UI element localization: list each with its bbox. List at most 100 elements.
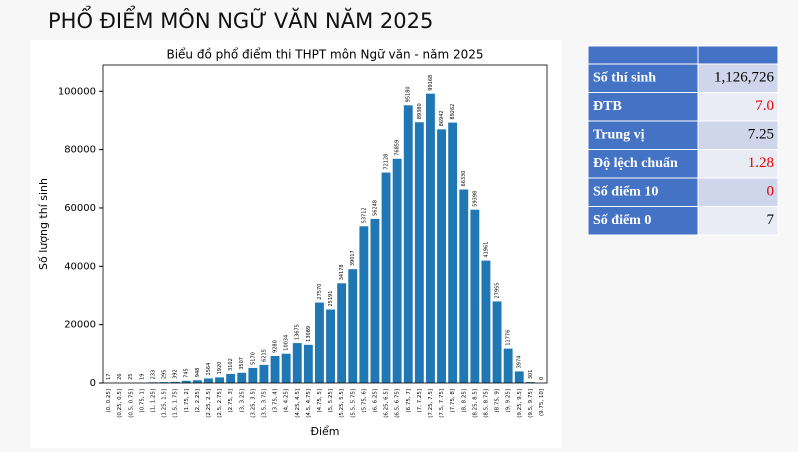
y-tick-label: 20000 [64,320,96,331]
data-label: 19 [139,374,145,380]
data-label: 66330 [461,171,467,187]
x-tick-label: (5, 5.25] [328,389,334,413]
data-label: 295 [162,370,168,380]
bar [348,269,357,383]
bar [482,261,491,383]
data-label: 27955 [495,283,501,299]
data-label: 233 [150,370,156,380]
x-tick-label: (7.75, 8] [450,389,456,413]
x-tick-label: (0.25, 0.5] [117,389,123,418]
data-label: 9280 [273,340,279,353]
x-tick-label: (9.5, 9.75] [528,389,534,418]
x-tick-label: (1.25, 1.5] [162,389,168,418]
table-value: 1.28 [748,155,774,171]
x-tick-label: (4, 4.25] [284,389,290,413]
data-label: 5170 [250,352,256,365]
x-tick-label: (2, 2.25] [195,389,201,413]
bar [404,105,413,383]
table-value: 7.0 [755,98,774,114]
y-tick-label: 60000 [64,203,96,214]
data-label: 745 [184,368,190,378]
data-label: 948 [195,368,201,378]
data-label: 59398 [472,191,478,207]
x-tick-label: (7.25, 7.5] [428,389,434,418]
bar [271,356,280,383]
x-tick-label: (6.75, 7] [406,389,412,413]
data-label: 95180 [406,86,412,102]
table-label: Số điểm 10 [593,184,658,199]
y-axis-label: Số lượng thí sinh [37,178,50,270]
bar [459,189,468,383]
bar [437,129,446,383]
bar [493,301,502,383]
data-label: 11776 [506,330,512,346]
bar [315,303,324,383]
table-header [698,46,778,64]
bar [337,283,346,383]
table-label: Số điểm 0 [593,213,651,228]
data-label: 39017 [350,250,356,266]
data-label: 6215 [261,349,267,362]
data-label: 301 [528,370,534,380]
chart-title: Biểu đồ phổ điểm thi THPT môn Ngữ văn - … [166,48,483,62]
data-label: 26 [117,374,123,380]
x-tick-label: (8.75, 9] [495,389,501,413]
bar [359,226,368,383]
bar [304,345,313,383]
table-value: 1,126,726 [714,70,775,86]
bar [248,368,257,383]
data-label: 53712 [361,207,367,223]
data-label: 89380 [417,103,423,119]
bar [393,159,402,383]
table-value: 7 [767,212,775,228]
bar [193,380,202,383]
data-label: 3974 [517,356,523,369]
x-tick-label: (0.75, 1] [139,389,145,413]
data-label: 3102 [228,358,234,371]
data-label: 13089 [306,326,312,342]
x-tick-label: (4.25, 4.5] [295,389,301,418]
data-label: 99168 [428,75,434,91]
bar [515,371,524,383]
bar [282,354,291,383]
y-tick-label: 0 [90,378,96,389]
x-tick-label: (3, 3.25] [239,389,245,413]
bar [215,377,224,383]
table-value: 7.25 [748,127,774,143]
table-label: Trung vị [593,127,645,142]
x-tick-label: (9.75, 10] [539,389,545,416]
chart-panel [30,40,562,448]
bar [226,374,235,383]
x-tick-label: (6.25, 6.5] [384,389,390,418]
x-tick-label: (3.25, 3.5] [250,389,256,418]
x-tick-label: (0, 0.25] [106,389,112,413]
table-label: Số thí sinh [593,70,656,85]
bar [415,122,424,383]
table-value: 0 [767,184,775,200]
x-tick-label: (4.5, 4.75] [306,389,312,418]
data-label: 41961 [483,242,489,258]
bar [470,210,479,383]
y-tick-label: 80000 [64,145,96,156]
x-tick-label: (8.5, 8.75] [483,389,489,418]
data-label: 25191 [328,291,334,307]
x-tick-label: (9, 9.25] [506,389,512,413]
data-label: 13675 [295,324,301,340]
x-tick-label: (1, 1.25] [150,389,156,413]
data-label: 0 [539,377,545,380]
x-tick-label: (2.5, 2.75] [217,389,223,418]
x-tick-label: (5.75, 6] [361,389,367,413]
x-tick-label: (4.75, 5] [317,389,323,413]
data-label: 34178 [339,264,345,280]
x-tick-label: (5.5, 5.75] [350,389,356,418]
bar [448,123,457,383]
data-label: 86942 [439,110,445,126]
x-tick-label: (3.75, 4] [273,389,279,413]
x-tick-label: (3.5, 3.75] [261,389,267,418]
table-label: ĐTB [593,99,622,114]
x-tick-label: (6.5, 6.75] [395,389,401,418]
x-tick-label: (7.5, 7.75] [439,389,445,418]
y-tick-label: 40000 [64,261,96,272]
data-label: 17 [106,374,112,380]
